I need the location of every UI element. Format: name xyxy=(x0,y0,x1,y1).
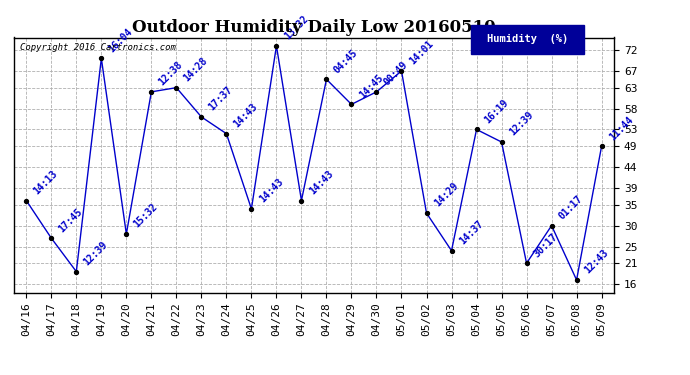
Point xyxy=(171,85,182,91)
Text: 14:43: 14:43 xyxy=(257,177,285,205)
Text: 12:39: 12:39 xyxy=(82,240,110,267)
FancyBboxPatch shape xyxy=(471,25,584,54)
Text: 11:44: 11:44 xyxy=(607,114,635,142)
Point xyxy=(346,101,357,107)
Text: 13:32: 13:32 xyxy=(282,14,310,42)
Text: 17:37: 17:37 xyxy=(207,85,235,113)
Title: Outdoor Humidity Daily Low 20160510: Outdoor Humidity Daily Low 20160510 xyxy=(132,19,495,36)
Text: 14:43: 14:43 xyxy=(232,102,260,129)
Text: 14:45: 14:45 xyxy=(357,72,385,100)
Point xyxy=(96,56,107,62)
Text: 12:43: 12:43 xyxy=(582,248,610,276)
Text: 14:01: 14:01 xyxy=(407,39,435,67)
Point xyxy=(296,198,307,204)
Point xyxy=(546,223,557,229)
Point xyxy=(71,268,82,274)
Point xyxy=(421,210,432,216)
Point xyxy=(596,143,607,149)
Point xyxy=(196,114,207,120)
Point xyxy=(221,130,232,136)
Text: 14:28: 14:28 xyxy=(182,56,210,84)
Text: Humidity  (%): Humidity (%) xyxy=(486,34,568,44)
Point xyxy=(46,235,57,241)
Text: 12:38: 12:38 xyxy=(157,60,185,88)
Point xyxy=(246,206,257,212)
Point xyxy=(396,68,407,74)
Point xyxy=(521,260,532,266)
Point xyxy=(371,89,382,95)
Text: 14:43: 14:43 xyxy=(307,168,335,196)
Point xyxy=(471,126,482,132)
Text: 12:39: 12:39 xyxy=(507,110,535,138)
Text: 14:29: 14:29 xyxy=(432,181,460,209)
Text: 16:19: 16:19 xyxy=(482,98,510,125)
Text: 15:32: 15:32 xyxy=(132,202,160,230)
Text: 04:45: 04:45 xyxy=(332,47,360,75)
Point xyxy=(496,139,507,145)
Text: 14:13: 14:13 xyxy=(32,168,60,196)
Point xyxy=(121,231,132,237)
Text: Copyright 2016 Cartronics.com: Copyright 2016 Cartronics.com xyxy=(20,43,176,52)
Text: 01:17: 01:17 xyxy=(557,194,585,222)
Text: 17:45: 17:45 xyxy=(57,206,85,234)
Text: 30:17: 30:17 xyxy=(532,231,560,259)
Text: 16:04: 16:04 xyxy=(107,26,135,54)
Point xyxy=(446,248,457,254)
Point xyxy=(146,89,157,95)
Point xyxy=(21,198,32,204)
Text: 14:37: 14:37 xyxy=(457,219,485,246)
Text: 00:49: 00:49 xyxy=(382,60,410,88)
Point xyxy=(571,277,582,283)
Point xyxy=(321,76,332,82)
Point xyxy=(271,43,282,49)
